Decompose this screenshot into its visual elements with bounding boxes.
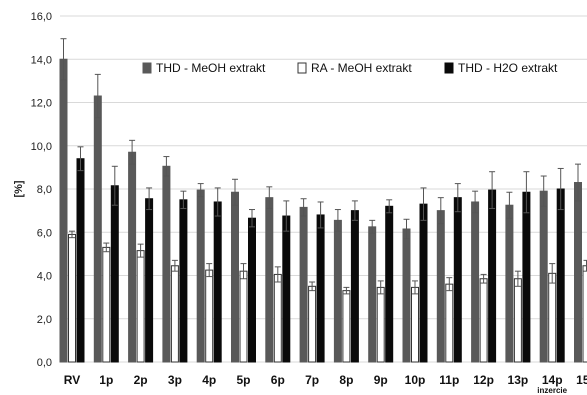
bar	[488, 189, 497, 363]
bar	[179, 199, 188, 363]
bar	[582, 265, 587, 363]
x-tick-label: RV	[64, 373, 80, 387]
y-tick-label: 16,0	[31, 11, 52, 23]
x-tick-label: 11p	[439, 373, 459, 387]
bar	[231, 191, 239, 363]
bar	[145, 198, 154, 363]
y-axis-ticks: 0,0 2,0 4,0 6,0 8,0 10,0 12,0 14,0 16,0	[31, 11, 52, 369]
y-axis-label: [%]	[13, 180, 25, 197]
bar	[402, 228, 411, 363]
bar	[505, 204, 514, 363]
bar	[196, 189, 205, 363]
x-tick-label: 9p	[374, 373, 388, 387]
bar	[282, 215, 291, 363]
annotation-inzercie: inzercie	[537, 386, 567, 395]
bar	[76, 158, 85, 363]
y-tick-label: 6,0	[37, 227, 52, 239]
y-tick-label: 14,0	[31, 54, 52, 66]
x-tick-label: 13p	[508, 373, 529, 387]
legend-label: THD - MeOH extrakt	[156, 61, 266, 75]
bar	[333, 219, 342, 363]
bar	[170, 265, 179, 363]
bar	[471, 201, 480, 363]
bar	[539, 190, 548, 363]
bar	[128, 151, 137, 363]
bar	[342, 290, 351, 363]
x-tick-label: 6p	[271, 373, 285, 387]
bar	[419, 203, 428, 363]
bar	[162, 165, 171, 363]
bar	[522, 191, 531, 363]
bar	[556, 188, 565, 363]
bar	[213, 201, 222, 363]
y-tick-label: 2,0	[37, 314, 52, 326]
legend-swatch	[142, 62, 152, 74]
bar	[445, 283, 454, 363]
bar	[376, 286, 385, 363]
legend-label: THD - H2O extrakt	[458, 61, 558, 75]
x-tick-label: 5p	[236, 373, 250, 387]
bar	[411, 286, 419, 363]
x-tick-label: 1p	[99, 373, 113, 387]
bar	[385, 205, 394, 363]
bar	[273, 273, 282, 363]
y-tick-label: 4,0	[37, 271, 52, 283]
bar	[368, 226, 377, 363]
bar	[308, 285, 317, 363]
bar	[59, 58, 68, 363]
bar	[265, 197, 274, 363]
y-tick-label: 8,0	[37, 184, 52, 196]
legend: THD - MeOH extrakt RA - MeOH extrakt THD -…	[142, 61, 558, 75]
bar	[239, 270, 248, 363]
x-tick-label: 2p	[134, 373, 148, 387]
bar	[205, 269, 214, 363]
x-tick-label: 3p	[168, 373, 182, 387]
bar	[93, 95, 102, 363]
bar	[299, 206, 308, 363]
bar	[513, 278, 522, 363]
legend-swatch	[444, 62, 454, 74]
y-tick-label: 12,0	[31, 98, 52, 110]
bar	[68, 233, 76, 363]
x-tick-label: 8p	[339, 373, 353, 387]
x-tick-label: 4p	[202, 373, 216, 387]
y-tick-label: 0,0	[37, 357, 52, 369]
bar	[102, 246, 111, 363]
x-tick-label: 7p	[305, 373, 319, 387]
x-tick-label: 14p	[542, 373, 563, 387]
bar	[574, 182, 582, 363]
legend-label: RA - MeOH extrakt	[311, 61, 412, 75]
x-tick-label: 10p	[405, 373, 426, 387]
bar	[316, 214, 325, 363]
bar	[248, 217, 256, 363]
bars	[59, 58, 587, 363]
bar	[479, 278, 488, 363]
legend-swatch	[297, 62, 307, 74]
error-bars	[60, 38, 587, 295]
bar	[453, 197, 462, 363]
bar	[110, 185, 119, 363]
bar	[548, 272, 557, 363]
y-tick-label: 10,0	[31, 141, 52, 153]
bar	[136, 250, 145, 363]
x-tick-label: 15p	[576, 373, 587, 387]
x-axis-ticks: RV 1p 2p 3p 4p 5p 6p 7p 8p 9p 10p 11p 12p 13p 14p 15p	[64, 373, 587, 387]
bar	[436, 210, 445, 363]
bar	[350, 210, 359, 363]
x-tick-label: 12p	[473, 373, 494, 387]
